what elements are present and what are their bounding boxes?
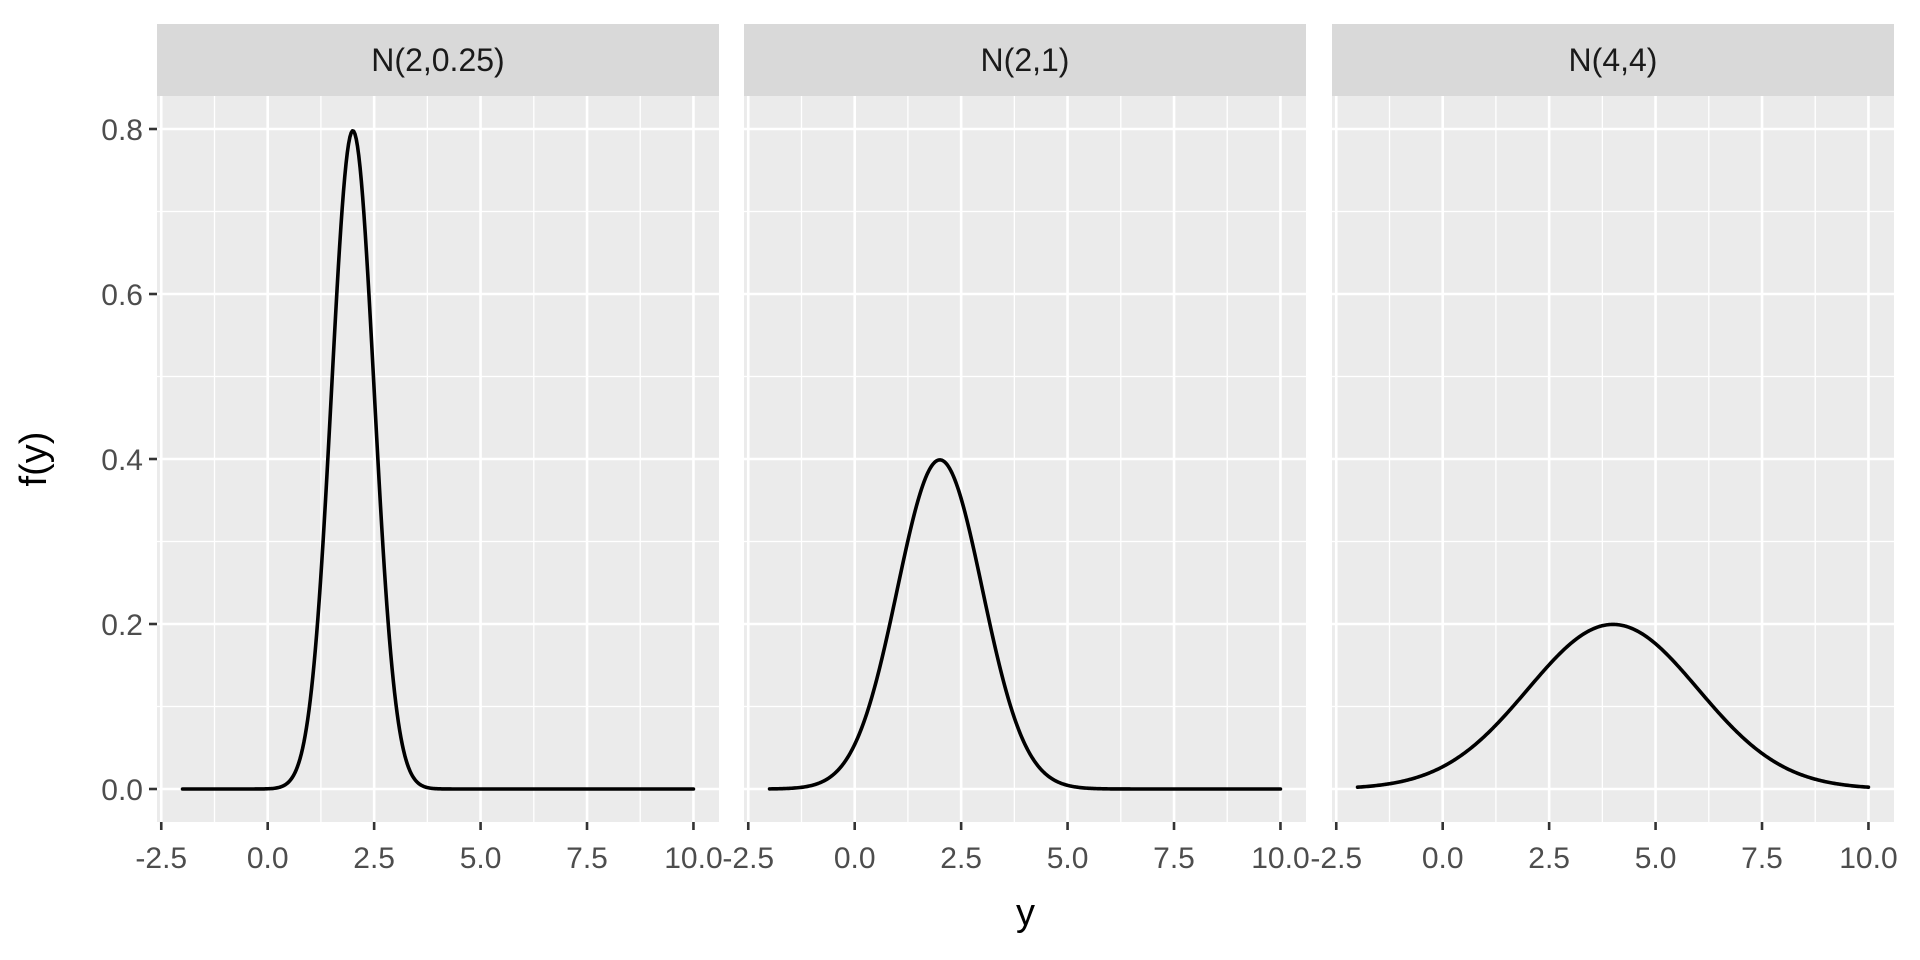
x-tick-label: -2.5	[722, 842, 774, 875]
x-tick-label: 5.0	[1047, 842, 1089, 875]
panels-layer: N(2,0.25) -2.5 0.0 2.5 5.0 7.5 10.0 0.0 0.2 0.4 0.…	[101, 24, 1898, 875]
x-tick-label: 0.0	[1422, 842, 1464, 875]
x-tick-label: -2.5	[1310, 842, 1362, 875]
x-tick-label: 7.5	[566, 842, 608, 875]
strip-label: N(4,4)	[1569, 42, 1658, 78]
density-line	[180, 129, 696, 791]
y-tick-label: 0.8	[101, 114, 143, 147]
x-tick-label: 2.5	[940, 842, 982, 875]
panel-3: N(4,4) -2.5 0.0 2.5 5.0 7.5 10.0	[1310, 24, 1898, 875]
x-tick-label: 10.0	[1251, 842, 1309, 875]
strip-label: N(2,0.25)	[371, 42, 504, 78]
x-tick-label: 5.0	[460, 842, 502, 875]
x-axis-title: y	[1016, 892, 1035, 934]
y-tick-label: 0.6	[101, 279, 143, 312]
x-tick-label: -2.5	[135, 842, 187, 875]
y-tick-label: 0.2	[101, 609, 143, 642]
y-tick-label: 0.4	[101, 444, 143, 477]
strip-label: N(2,1)	[981, 42, 1070, 78]
x-tick-label: 0.0	[247, 842, 289, 875]
density-line	[1355, 622, 1871, 789]
y-tick-label: 0.0	[101, 774, 143, 807]
density-line	[767, 458, 1283, 791]
x-tick-label: 7.5	[1153, 842, 1195, 875]
x-tick-label: 10.0	[1839, 842, 1897, 875]
strip-background	[157, 24, 719, 96]
panel-2: N(2,1) -2.5 0.0 2.5 5.0 7.5 10.0	[722, 24, 1310, 875]
x-tick-label: 10.0	[664, 842, 722, 875]
x-tick-label: 0.0	[834, 842, 876, 875]
x-tick-label: 2.5	[353, 842, 395, 875]
x-tick-label: 7.5	[1741, 842, 1783, 875]
y-axis-title: f(y)	[13, 432, 55, 487]
strip-background	[744, 24, 1306, 96]
strip-background	[1332, 24, 1894, 96]
panel-1: N(2,0.25) -2.5 0.0 2.5 5.0 7.5 10.0 0.0 0.2 0.4 0.…	[101, 24, 723, 875]
x-tick-label: 5.0	[1635, 842, 1677, 875]
x-tick-label: 2.5	[1528, 842, 1570, 875]
